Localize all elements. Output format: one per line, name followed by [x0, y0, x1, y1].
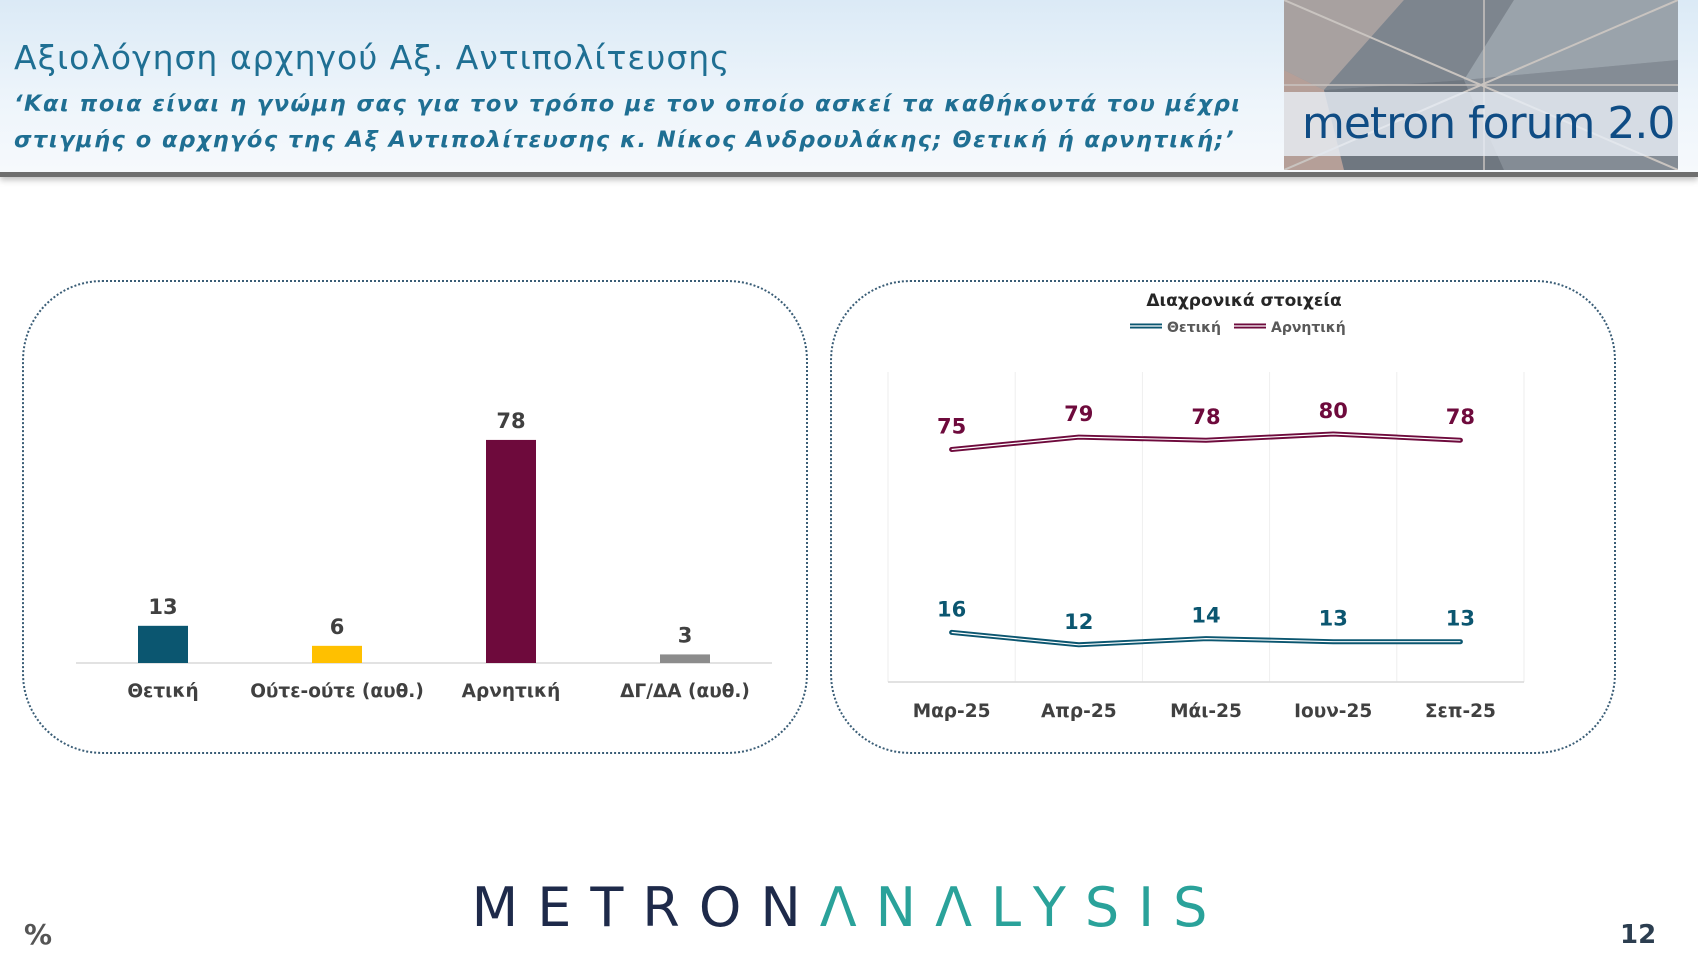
line-x-tick-label: Μαρ-25: [913, 701, 991, 722]
header-banner: Αξιολόγηση αρχηγού Αξ. Αντιπολίτευσης ‘Κ…: [0, 0, 1698, 177]
percent-unit-label: %: [24, 918, 53, 951]
bar-value-label: 78: [496, 409, 525, 433]
bar-value-label: 3: [678, 623, 693, 647]
line-plot-area: [888, 372, 1524, 682]
line-point-label: 13: [1319, 607, 1348, 631]
legend-label-2: Αρνητική: [1271, 320, 1346, 336]
line-point-label: 78: [1446, 405, 1475, 429]
line-point-label: 13: [1446, 607, 1475, 631]
line-point-label: 79: [1064, 402, 1093, 426]
line-chart: Διαχρονικά στοιχεία Θετική Αρνητική 16 12 14 1…: [887, 291, 1525, 722]
line-x-tick-label: Μάι-25: [1170, 701, 1242, 722]
line-point-label: 80: [1319, 399, 1348, 423]
bar-chart: 13 Θετική 6 Ούτε-ούτε (αυθ.) 78 Αρνητική 3 ΔΓ/Δ…: [76, 409, 772, 702]
logo-background-graphic: [1284, 0, 1678, 170]
line-x-tick-label: Ιουν-25: [1294, 701, 1372, 722]
bar-value-label: 6: [330, 615, 345, 639]
page-title: Αξιολόγηση αρχηγού Αξ. Αντιπολίτευσης: [14, 38, 731, 77]
survey-question: ‘Και ποια είναι η γνώμη σας για τον τρόπ…: [14, 91, 1242, 153]
bar-4: [660, 654, 710, 663]
line-x-tick-label: Σεπ-25: [1425, 701, 1496, 722]
line-chart-title: Διαχρονικά στοιχεία: [1146, 291, 1341, 311]
line-point-label: 78: [1191, 405, 1220, 429]
page-number: 12: [1620, 920, 1657, 950]
brand-part-2: ΛNΛLYSIS: [819, 876, 1227, 939]
bar-category-label: Θετική: [127, 681, 198, 702]
line-x-tick-label: Απρ-25: [1041, 701, 1117, 722]
bar-category-label: Ούτε-ούτε (αυθ.): [250, 681, 424, 702]
bar-category-label: Αρνητική: [462, 681, 561, 702]
series-line-inner-1: [951, 631, 1461, 646]
series-line-inner-2: [951, 433, 1461, 451]
bar-chart-panel: [22, 280, 808, 754]
logo-text: metron forum 2.0: [1302, 98, 1675, 149]
bar-category-label: ΔΓ/ΔΑ (αυθ.): [620, 681, 750, 702]
metron-analysis-logo: METRONΛNΛLYSIS: [0, 876, 1698, 939]
bar-value-label: 13: [148, 595, 177, 619]
bar-1: [138, 625, 188, 663]
bar-2: [312, 645, 362, 663]
line-point-label: 75: [937, 415, 966, 439]
brand-part-1: METRON: [471, 876, 820, 939]
legend-label-1: Θετική: [1167, 320, 1221, 336]
metron-forum-logo: metron forum 2.0: [1284, 0, 1678, 170]
line-point-label: 12: [1064, 610, 1093, 634]
bar-3: [486, 439, 536, 663]
line-point-label: 14: [1191, 604, 1220, 628]
line-chart-panel: [830, 280, 1616, 754]
line-point-label: 16: [937, 597, 966, 621]
